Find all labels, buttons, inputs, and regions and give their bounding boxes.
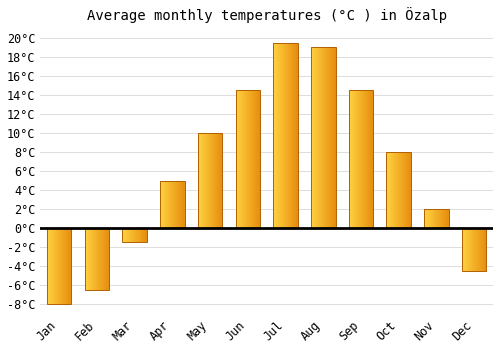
Bar [198,133,222,228]
Bar [122,228,147,243]
Bar [424,209,448,228]
Bar [386,152,411,228]
Title: Average monthly temperatures (°C ) in Özalp: Average monthly temperatures (°C ) in Öz… [86,7,446,23]
Bar [274,42,298,228]
Bar [47,228,72,304]
Bar [348,90,374,228]
Bar [160,181,184,228]
Bar [311,47,336,228]
Bar [462,228,486,271]
Bar [84,228,109,290]
Bar [236,90,260,228]
